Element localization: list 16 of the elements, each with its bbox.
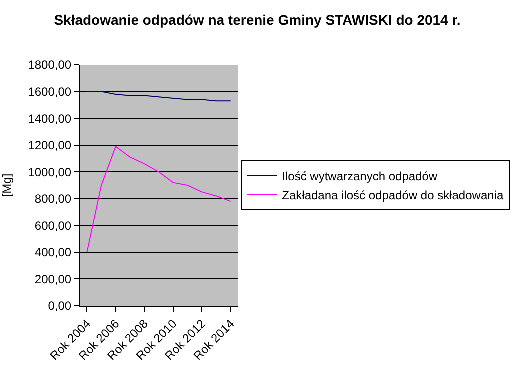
y-tick-label: 0,00 [48, 299, 72, 314]
chart-title: Składowanie odpadów na terenie Gminy STAWISKI do 2014 r. [54, 12, 461, 28]
y-tick-label: 1800,00 [28, 58, 72, 72]
y-tick-label: 200,00 [34, 272, 72, 286]
legend-label: Zakładana ilość odpadów do składowania [282, 188, 504, 203]
line-series [86, 146, 232, 253]
y-tick-label: 1000,00 [28, 165, 72, 180]
y-tick-label: 800,00 [34, 192, 72, 206]
y-tick-label: 1200,00 [28, 138, 72, 153]
y-tick-label: 1400,00 [28, 112, 72, 126]
y-tick-label: 1600,00 [28, 84, 72, 99]
legend-label: Ilość wytwarzanych odpadów [282, 170, 438, 184]
y-tick-label: 400,00 [34, 246, 72, 260]
y-axis-title: [Mg] [0, 174, 14, 198]
line-series [86, 91, 232, 102]
y-tick-label: 600,00 [34, 218, 72, 233]
